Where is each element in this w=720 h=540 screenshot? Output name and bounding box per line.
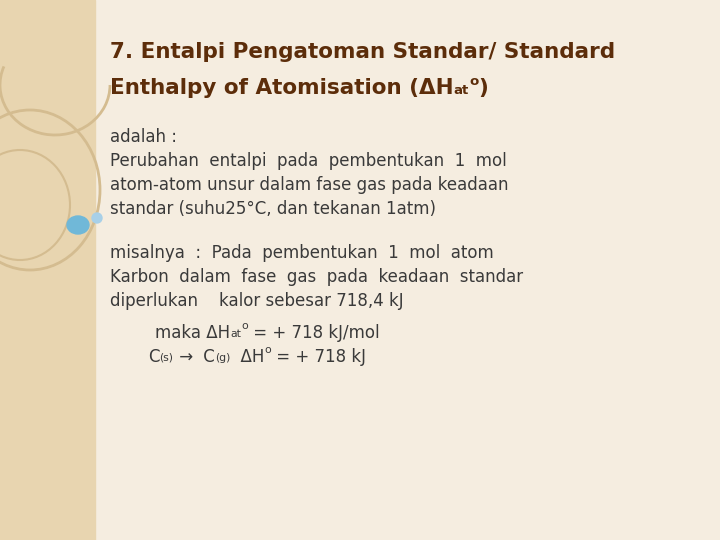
Text: diperlukan    kalor sebesar 718,4 kJ: diperlukan kalor sebesar 718,4 kJ [110, 292, 404, 310]
Text: C: C [198, 348, 215, 366]
Ellipse shape [67, 216, 89, 234]
Text: at: at [454, 84, 469, 97]
Text: C: C [148, 348, 160, 366]
Text: Enthalpy of Atomisation (ΔH: Enthalpy of Atomisation (ΔH [110, 78, 454, 98]
Text: at: at [230, 329, 241, 339]
Text: ΔH: ΔH [230, 348, 264, 366]
Text: ): ) [478, 78, 488, 98]
Text: o: o [264, 345, 271, 355]
Circle shape [92, 213, 102, 223]
Text: maka ΔH: maka ΔH [155, 324, 230, 342]
Text: Perubahan  entalpi  pada  pembentukan  1  mol: Perubahan entalpi pada pembentukan 1 mol [110, 152, 507, 170]
Text: 7. Entalpi Pengatoman Standar/ Standard: 7. Entalpi Pengatoman Standar/ Standard [110, 42, 615, 62]
Text: = + 718 kJ/mol: = + 718 kJ/mol [248, 324, 379, 342]
Text: adalah :: adalah : [110, 128, 177, 146]
Text: o: o [241, 321, 248, 331]
Text: Karbon  dalam  fase  gas  pada  keadaan  standar: Karbon dalam fase gas pada keadaan stand… [110, 268, 523, 286]
Text: atom-atom unsur dalam fase gas pada keadaan: atom-atom unsur dalam fase gas pada kead… [110, 176, 508, 194]
Bar [0, 0, 95, 540]
Text: standar (suhu25°C, dan tekanan 1atm): standar (suhu25°C, dan tekanan 1atm) [110, 200, 436, 218]
Text: (s): (s) [160, 353, 174, 363]
Text: →: → [174, 348, 198, 366]
Text: (g): (g) [215, 353, 230, 363]
Text: = + 718 kJ: = + 718 kJ [271, 348, 366, 366]
Text: o: o [469, 75, 478, 88]
Text: misalnya  :  Pada  pembentukan  1  mol  atom: misalnya : Pada pembentukan 1 mol atom [110, 244, 494, 262]
